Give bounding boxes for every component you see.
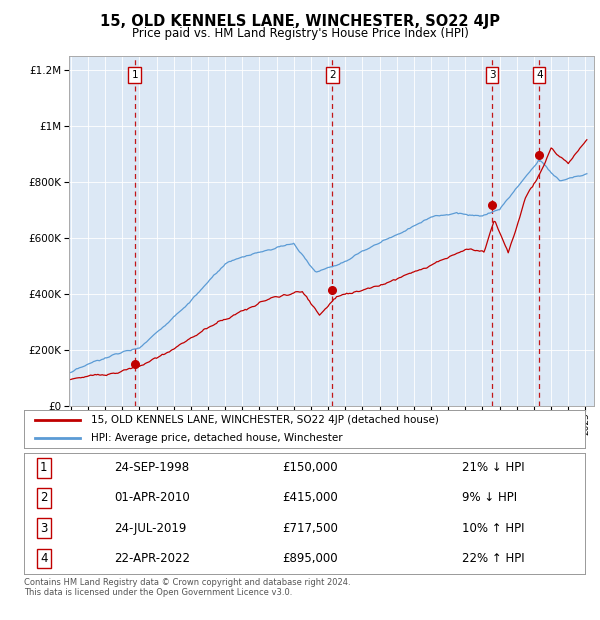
Text: 21% ↓ HPI: 21% ↓ HPI (461, 461, 524, 474)
Text: 3: 3 (489, 70, 496, 80)
Text: 15, OLD KENNELS LANE, WINCHESTER, SO22 4JP (detached house): 15, OLD KENNELS LANE, WINCHESTER, SO22 4… (91, 415, 439, 425)
Text: 9% ↓ HPI: 9% ↓ HPI (461, 492, 517, 505)
Text: Contains HM Land Registry data © Crown copyright and database right 2024.
This d: Contains HM Land Registry data © Crown c… (24, 578, 350, 597)
Text: 1: 1 (40, 461, 47, 474)
Text: 01-APR-2010: 01-APR-2010 (114, 492, 190, 505)
Text: Price paid vs. HM Land Registry's House Price Index (HPI): Price paid vs. HM Land Registry's House … (131, 27, 469, 40)
Text: 1: 1 (131, 70, 138, 80)
Text: 24-JUL-2019: 24-JUL-2019 (114, 521, 186, 534)
Text: 15, OLD KENNELS LANE, WINCHESTER, SO22 4JP: 15, OLD KENNELS LANE, WINCHESTER, SO22 4… (100, 14, 500, 29)
Text: 24-SEP-1998: 24-SEP-1998 (114, 461, 189, 474)
Text: £150,000: £150,000 (282, 461, 338, 474)
Text: £895,000: £895,000 (282, 552, 338, 565)
Text: 4: 4 (40, 552, 47, 565)
Text: £415,000: £415,000 (282, 492, 338, 505)
Text: 10% ↑ HPI: 10% ↑ HPI (461, 521, 524, 534)
Text: 22% ↑ HPI: 22% ↑ HPI (461, 552, 524, 565)
Text: 3: 3 (40, 521, 47, 534)
Text: £717,500: £717,500 (282, 521, 338, 534)
Text: 22-APR-2022: 22-APR-2022 (114, 552, 190, 565)
Text: 2: 2 (40, 492, 47, 505)
Text: 4: 4 (536, 70, 542, 80)
Text: HPI: Average price, detached house, Winchester: HPI: Average price, detached house, Winc… (91, 433, 343, 443)
Text: 2: 2 (329, 70, 335, 80)
